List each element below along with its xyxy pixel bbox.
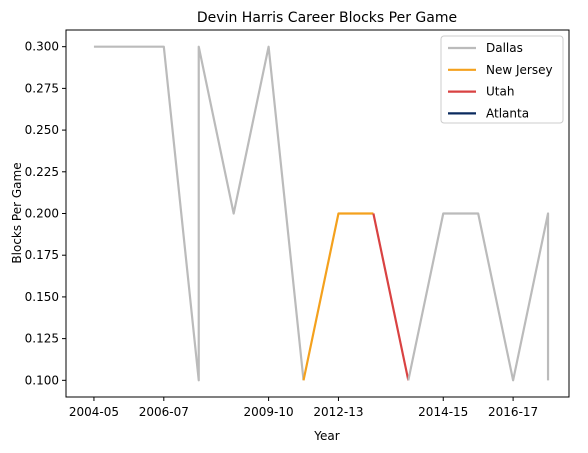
y-tick-label: 0.150 <box>25 290 59 304</box>
y-axis-title: Blocks Per Game <box>10 162 24 263</box>
plot-lines <box>93 45 550 382</box>
x-tick-label: 2012-13 <box>313 405 363 419</box>
x-axis: 2004-05 2006-07 2009-10 2012-13 2014-15 2016-… <box>69 397 538 419</box>
y-tick-label: 0.250 <box>25 123 59 137</box>
y-tick-label: 0.125 <box>25 332 59 346</box>
series-line-dallas <box>93 45 305 382</box>
legend-label-new-jersey: New Jersey <box>486 63 553 77</box>
series-line-utah <box>372 213 410 381</box>
x-tick-label: 2004-05 <box>69 405 119 419</box>
y-tick-label: 0.175 <box>25 248 59 262</box>
legend: Dallas New Jersey Utah Atlanta <box>440 35 564 124</box>
y-tick-label: 0.275 <box>25 81 59 95</box>
y-tick-label: 0.200 <box>25 207 59 221</box>
legend-frame <box>440 35 564 124</box>
x-tick-label: 2014-15 <box>418 405 468 419</box>
x-tick-label: 2006-07 <box>139 405 189 419</box>
x-tick-label: 2016-17 <box>488 405 538 419</box>
y-tick-label: 0.225 <box>25 165 59 179</box>
y-axis: 0.100 0.125 0.150 0.175 0.200 0.225 0.250 0.275… <box>25 40 66 387</box>
chart-title: Devin Harris Career Blocks Per Game <box>197 10 457 26</box>
legend-label-utah: Utah <box>486 85 514 99</box>
legend-items: Dallas New Jersey Utah Atlanta <box>448 41 553 120</box>
x-axis-title: Year <box>313 429 339 443</box>
legend-label-atlanta: Atlanta <box>486 106 529 120</box>
x-tick-label: 2009-10 <box>244 405 294 419</box>
series-line-segment-4 <box>407 212 550 382</box>
y-tick-label: 0.100 <box>25 373 59 387</box>
legend-label-dallas: Dallas <box>486 41 523 55</box>
series-line-new-jersey <box>302 212 374 381</box>
y-tick-label: 0.300 <box>25 40 59 54</box>
